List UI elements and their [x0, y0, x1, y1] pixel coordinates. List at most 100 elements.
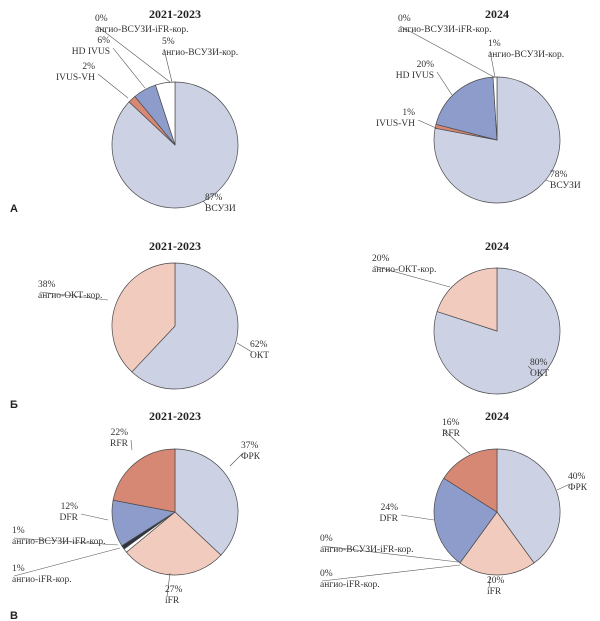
- panel-letter: А: [10, 203, 18, 215]
- chart-title: 2024: [485, 7, 509, 21]
- slice-percent-label: 0%: [320, 569, 333, 579]
- leader-line: [373, 265, 451, 288]
- pie-chart-5: 2021-202337%ФРК27%iFR1%ангио-iFR-кор.1%а…: [12, 409, 261, 606]
- pie-slice-ангио-всузи-кор: [492, 76, 498, 141]
- slice-name-label: RFR: [442, 429, 461, 439]
- slice-percent-label: 16%: [442, 418, 460, 428]
- slice-name-label: ангио-ОКТ-кор.: [38, 291, 102, 301]
- slice-name-label: HD IVUS: [72, 47, 110, 57]
- chart-title: 2021-2023: [149, 7, 201, 21]
- leader-line: [236, 342, 253, 353]
- leader-line: [130, 439, 133, 451]
- slice-percent-label: 80%: [530, 358, 548, 368]
- slice-percent-label: 5%: [162, 37, 175, 47]
- slice-name-label: ВСУЗИ: [205, 204, 236, 214]
- slice-percent-label: 62%: [250, 340, 268, 350]
- slice-name-label: ФРК: [568, 483, 588, 493]
- slice-name-label: ФРК: [241, 452, 261, 462]
- pie-slice-окт: [131, 262, 239, 390]
- slice-percent-label: 1%: [12, 564, 25, 574]
- leader-line: [417, 119, 437, 129]
- slice-percent-label: 0%: [95, 14, 108, 24]
- pie-slice-фрк: [496, 448, 561, 564]
- pie-slice-rfr: [443, 448, 498, 513]
- slice-percent-label: 20%: [487, 576, 505, 586]
- slice-percent-label: 1%: [402, 108, 415, 118]
- slice-name-label: iFR: [487, 587, 502, 597]
- slice-percent-label: 12%: [61, 502, 79, 512]
- leader-line: [321, 564, 461, 582]
- leader-line: [163, 48, 173, 83]
- slice-name-label: ангио-ВСУЗИ-iFR-кор.: [95, 25, 189, 35]
- slice-name-label: ангио-ВСУЗИ-iFR-кор.: [12, 537, 106, 547]
- pie-chart-3: 2021-2023 62%ОКТ 38%ангио-ОКТ-кор.: [38, 239, 269, 390]
- slice-name-label: ВСУЗИ: [550, 181, 581, 191]
- slice-percent-label: 22%: [111, 428, 129, 438]
- pie-slice-rfr: [112, 448, 176, 513]
- leader-line: [321, 545, 459, 563]
- leader-line: [527, 365, 533, 371]
- pie-slice-ifr: [459, 511, 535, 576]
- slice-percent-label: 38%: [38, 280, 56, 290]
- slice-name-label: DFR: [60, 513, 79, 523]
- slice-name-label: ангио-iFR-кор.: [320, 580, 380, 590]
- pie-slice-ангио-окт-кор: [111, 262, 176, 373]
- panel-letter: Б: [10, 399, 18, 411]
- leader-line: [97, 73, 129, 99]
- slice-name-label: ОКТ: [250, 351, 269, 361]
- pie-slice-dfr: [433, 477, 498, 564]
- slice-percent-label: 0%: [398, 14, 411, 24]
- leader-line: [556, 483, 571, 491]
- slice-name-label: HD IVUS: [396, 71, 434, 81]
- slice-name-label: DFR: [380, 514, 399, 524]
- slice-percent-label: 27%: [165, 585, 183, 595]
- chart-title: 2024: [485, 239, 509, 253]
- slice-percent-label: 1%: [488, 39, 501, 49]
- pie-slice-фрк: [174, 448, 239, 556]
- pie-slice-всузи: [111, 81, 239, 209]
- chart-title: 2021-2023: [149, 409, 201, 423]
- pie-slice-ifr: [125, 511, 222, 576]
- leader-line: [229, 452, 244, 467]
- leader-line: [13, 547, 121, 577]
- leader-line: [13, 537, 119, 546]
- chart-title: 2024: [485, 409, 509, 423]
- leader-line: [39, 291, 109, 301]
- leader-line: [166, 572, 171, 598]
- leader-line: [488, 575, 491, 589]
- pie-chart-4: 2024 80%ОКТ 20%ангио-ОКТ-кор.: [372, 239, 561, 395]
- slice-name-label: ангио-ОКТ-кор.: [372, 265, 436, 275]
- slice-percent-label: 37%: [241, 441, 259, 451]
- chart-title: 2021-2023: [149, 239, 201, 253]
- slice-name-label: ангио-ВСУЗИ-кор.: [488, 50, 564, 60]
- leader-line: [96, 25, 171, 83]
- pie-slice-ангио-всузи-кор: [155, 81, 176, 146]
- slice-name-label: RFR: [110, 439, 129, 449]
- slice-name-label: IVUS-VH: [376, 119, 415, 129]
- pie-chart-6: 202440%ФРК20%iFR0%ангио-iFR-кор.0%ангио-…: [320, 409, 588, 597]
- leader-line: [443, 429, 471, 455]
- leader-line: [400, 514, 435, 521]
- leader-line: [399, 25, 495, 78]
- pie-slice-hd-ivus: [435, 76, 498, 141]
- slice-percent-label: 20%: [372, 254, 390, 264]
- slice-percent-label: 20%: [417, 60, 435, 70]
- slice-percent-label: 0%: [320, 534, 333, 544]
- leader-line: [112, 47, 146, 89]
- leader-line: [80, 513, 109, 521]
- slice-name-label: ангио-ВСУЗИ-кор.: [162, 48, 238, 58]
- slice-percent-label: 24%: [381, 503, 399, 513]
- leader-line: [202, 200, 208, 206]
- panel-letter: В: [10, 610, 18, 621]
- slice-name-label: ангио-ВСУЗИ-iFR-кор.: [398, 25, 492, 35]
- slice-percent-label: 6%: [97, 36, 110, 46]
- pie-slice-ангио-окт-кор: [436, 267, 498, 332]
- slice-percent-label: 2%: [82, 62, 95, 72]
- slice-percent-label: 87%: [205, 193, 223, 203]
- slice-name-label: ангио-ВСУЗИ-iFR-кор.: [320, 545, 414, 555]
- slice-percent-label: 1%: [12, 526, 25, 536]
